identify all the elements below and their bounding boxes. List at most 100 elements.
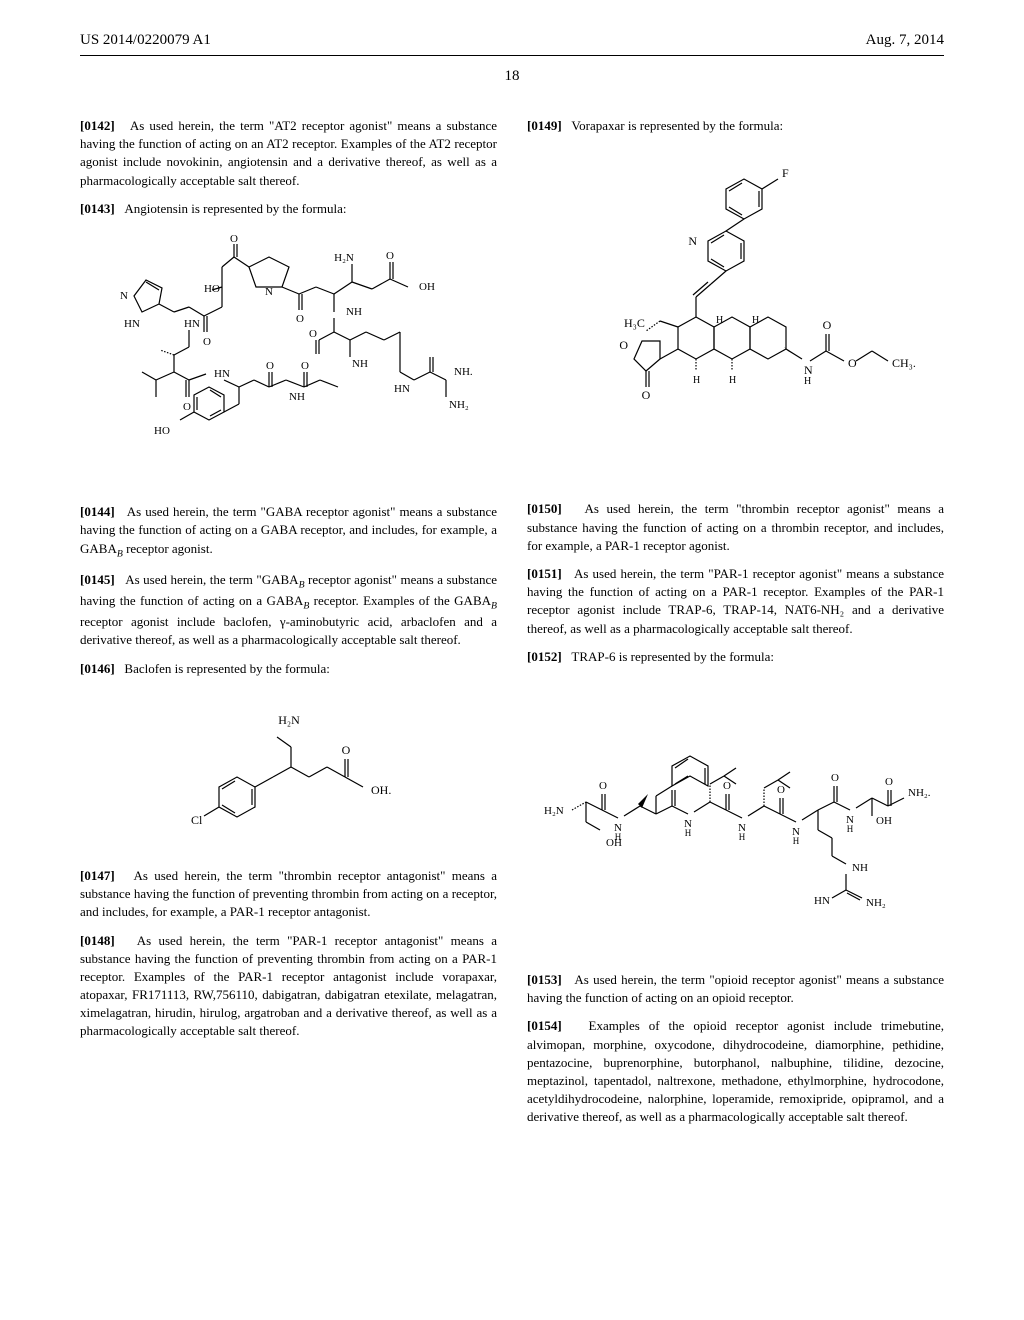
para-num: [0148]: [80, 933, 115, 948]
para-0154: [0154] Examples of the opioid receptor a…: [527, 1017, 944, 1126]
para-0149: [0149] Vorapaxar is represented by the f…: [527, 117, 944, 135]
para-0147: [0147] As used herein, the term "thrombi…: [80, 867, 497, 922]
svg-text:O: O: [341, 743, 350, 757]
svg-text:N: N: [120, 290, 128, 302]
svg-text:O: O: [301, 360, 309, 372]
svg-text:HN: HN: [814, 895, 830, 907]
svg-text:H: H: [693, 375, 700, 386]
svg-text:H₃C: H₃C: [624, 316, 645, 330]
svg-text:O: O: [230, 233, 238, 245]
svg-text:O: O: [203, 336, 211, 348]
svg-text:NH₂: NH₂: [866, 897, 886, 909]
svg-text:H₂N: H₂N: [278, 713, 300, 727]
svg-text:NH: NH: [352, 358, 368, 370]
svg-text:NH₂.: NH₂.: [908, 787, 931, 799]
svg-text:CH₃.: CH₃.: [892, 356, 916, 370]
svg-text:O: O: [183, 401, 191, 413]
svg-text:N: N: [688, 234, 697, 248]
svg-text:O: O: [266, 360, 274, 372]
para-num: [0154]: [527, 1018, 562, 1033]
para-num: [0150]: [527, 501, 562, 516]
svg-text:O: O: [777, 784, 785, 796]
svg-text:O: O: [641, 388, 650, 402]
para-text: receptor. Examples of the GABA: [309, 593, 491, 608]
para-text: As used herein, the term "PAR-1 receptor…: [527, 566, 944, 636]
para-text: Vorapaxar is represented by the formula:: [571, 118, 783, 133]
para-text: As used herein, the term "thrombin recep…: [80, 868, 497, 919]
para-text: As used herein, the term "PAR-1 receptor…: [80, 933, 497, 1039]
svg-text:H: H: [804, 376, 811, 387]
para-text: As used herein, the term "AT2 receptor a…: [80, 118, 497, 188]
doc-date: Aug. 7, 2014: [866, 30, 944, 51]
svg-text:O: O: [822, 318, 831, 332]
para-text: As used herein, the term "opioid recepto…: [527, 972, 944, 1005]
para-text: receptor agonist.: [123, 541, 213, 556]
svg-text:H: H: [684, 828, 691, 838]
svg-text:N: N: [265, 286, 273, 298]
svg-text:H₂N: H₂N: [334, 252, 354, 264]
svg-text:HN: HN: [124, 318, 140, 330]
para-text: As used herein, the term "thrombin recep…: [527, 501, 944, 552]
para-0152: [0152] TRAP-6 is represented by the form…: [527, 648, 944, 666]
svg-text:OH.: OH.: [371, 783, 391, 797]
para-num: [0152]: [527, 649, 562, 664]
svg-text:H: H: [792, 836, 799, 846]
svg-text:HN: HN: [394, 383, 410, 395]
para-0142: [0142] As used herein, the term "AT2 rec…: [80, 117, 497, 190]
svg-text:H₂N: H₂N: [544, 805, 564, 817]
para-0148: [0148] As used herein, the term "PAR-1 r…: [80, 932, 497, 1041]
svg-text:O: O: [599, 780, 607, 792]
svg-text:H: H: [738, 832, 745, 842]
svg-text:O: O: [723, 780, 731, 792]
svg-text:F: F: [782, 166, 789, 180]
para-0146: [0146] Baclofen is represented by the fo…: [80, 660, 497, 678]
svg-text:H: H: [752, 315, 759, 326]
svg-text:N: N: [804, 363, 813, 377]
svg-text:OH: OH: [419, 281, 435, 293]
page-number: 18: [80, 66, 944, 87]
trap6-structure: H₂N O N H OH: [527, 706, 944, 941]
left-column: [0142] As used herein, the term "AT2 rec…: [80, 117, 497, 1137]
para-num: [0142]: [80, 118, 115, 133]
para-text: Baclofen is represented by the formula:: [124, 661, 329, 676]
svg-text:NH₂: NH₂: [449, 399, 469, 411]
vorapaxar-structure: F N: [527, 149, 944, 484]
svg-text:H: H: [846, 824, 853, 834]
para-text: Examples of the opioid receptor agonist …: [527, 1018, 944, 1124]
angiotensin-structure: N O HO O: [80, 232, 497, 487]
para-num: [0149]: [527, 118, 562, 133]
svg-text:NH.: NH.: [454, 366, 473, 378]
para-num: [0153]: [527, 972, 562, 987]
para-0153: [0153] As used herein, the term "opioid …: [527, 971, 944, 1007]
para-0143: [0143] Angiotensin is represented by the…: [80, 200, 497, 218]
svg-text:O: O: [831, 772, 839, 784]
baclofen-structure: Cl H₂N O OH.: [80, 692, 497, 837]
svg-text:NH: NH: [852, 862, 868, 874]
para-num: [0143]: [80, 201, 115, 216]
para-0144: [0144] As used herein, the term "GABA re…: [80, 503, 497, 561]
para-0150: [0150] As used herein, the term "thrombi…: [527, 500, 944, 555]
svg-text:NH: NH: [346, 306, 362, 318]
page-header: US 2014/0220079 A1 Aug. 7, 2014: [80, 30, 944, 56]
svg-text:OH: OH: [606, 837, 622, 849]
para-0151: [0151] As used herein, the term "PAR-1 r…: [527, 565, 944, 638]
svg-text:O: O: [885, 776, 893, 788]
para-num: [0146]: [80, 661, 115, 676]
svg-text:HO: HO: [204, 283, 220, 295]
svg-text:H: H: [729, 375, 736, 386]
svg-text:Cl: Cl: [191, 813, 203, 827]
para-0145: [0145] As used herein, the term "GABAB r…: [80, 571, 497, 650]
para-num: [0151]: [527, 566, 562, 581]
para-text: receptor agonist include baclofen, γ-ami…: [80, 614, 497, 647]
svg-text:O: O: [309, 328, 317, 340]
para-text: TRAP-6 is represented by the formula:: [571, 649, 774, 664]
svg-text:O: O: [386, 250, 394, 262]
svg-text:HO: HO: [154, 425, 170, 437]
svg-text:H: H: [716, 315, 723, 326]
para-text: Angiotensin is represented by the formul…: [124, 201, 346, 216]
doc-id: US 2014/0220079 A1: [80, 30, 211, 51]
svg-text:HN: HN: [184, 318, 200, 330]
svg-text:OH: OH: [876, 815, 892, 827]
svg-text:O: O: [848, 356, 857, 370]
para-text: As used herein, the term "GABA: [125, 572, 298, 587]
